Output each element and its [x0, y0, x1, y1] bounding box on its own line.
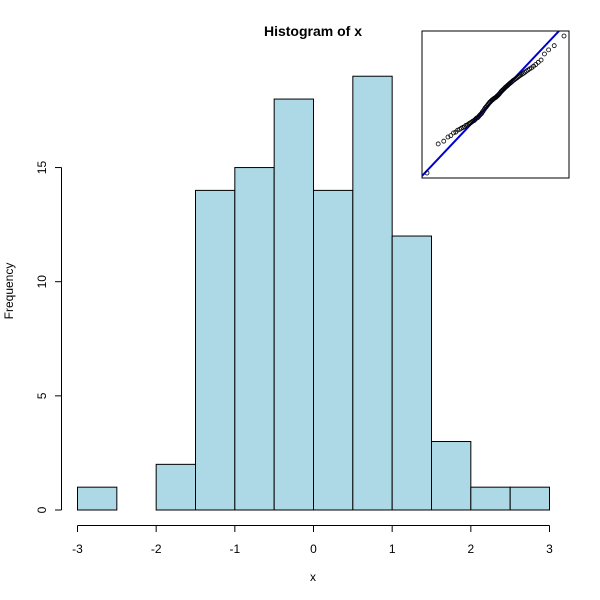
qq-point [435, 141, 441, 147]
histogram-bar [431, 441, 472, 511]
x-tick-label: 1 [389, 542, 396, 556]
histogram-bar [77, 486, 118, 511]
inset-frame [421, 30, 570, 179]
qq-point [522, 69, 528, 75]
histogram-bar [391, 235, 432, 511]
histogram-bar [509, 486, 550, 511]
qq-point [551, 43, 557, 49]
x-axis-label: x [310, 570, 316, 584]
x-tick-label: 0 [310, 542, 317, 556]
histogram-bar [234, 167, 275, 511]
qq-point [538, 57, 544, 63]
qq-point [445, 134, 451, 140]
chart-title: Histogram of x [264, 23, 362, 39]
y-tick-label: 10 [35, 275, 49, 289]
y-axis-label: Frequency [2, 263, 16, 320]
x-tick-label: -2 [151, 542, 162, 556]
histogram-bar [470, 486, 511, 511]
qq-point [542, 51, 547, 57]
histogram-bar [155, 463, 197, 511]
qq-point [424, 170, 430, 176]
histogram-bar [195, 189, 236, 511]
y-tick-label: 0 [35, 506, 49, 513]
qq-point [561, 33, 567, 39]
qq-point [448, 133, 454, 139]
x-tick-label: 3 [546, 542, 553, 556]
x-tick-label: 2 [467, 542, 474, 556]
histogram-bar [273, 98, 314, 511]
histogram-bar [313, 189, 354, 511]
qq-point [451, 130, 456, 136]
y-axis: 0 5 10 15 [35, 161, 62, 513]
qq-point [546, 47, 552, 53]
qq-plot-inset [421, 30, 570, 179]
histogram-bars [77, 75, 550, 511]
histogram-bar [352, 75, 393, 511]
x-axis: -3 -2 -1 0 1 2 3 [72, 525, 553, 556]
y-tick-label: 5 [35, 392, 49, 399]
x-tick-label: -1 [229, 542, 240, 556]
qq-point [441, 138, 447, 144]
x-tick-label: -3 [72, 542, 83, 556]
y-tick-label: 15 [35, 161, 49, 175]
